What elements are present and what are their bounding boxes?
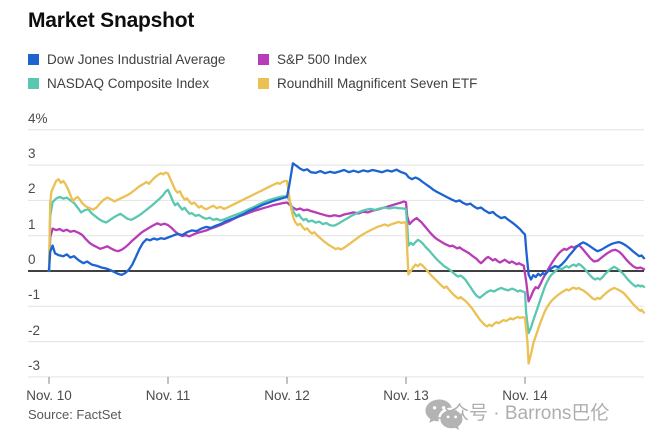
watermark: 公众号 · Barrons巴伦 (424, 398, 610, 430)
legend-swatch-icon (258, 54, 269, 65)
y-axis-label--2: -2 (28, 322, 41, 338)
y-axis-label-4: 4% (28, 110, 48, 126)
x-axis-label-nov-12: Nov. 12 (264, 388, 310, 403)
series-line-roundhill-magnificent-seven-etf (47, 171, 646, 365)
x-axis-label-nov-13: Nov. 13 (383, 388, 429, 403)
chart-title: Market Snapshot (28, 9, 195, 32)
wechat-icon (425, 399, 463, 430)
y-axis-label--3: -3 (28, 357, 41, 373)
legend-label: Roundhill Magnificent Seven ETF (277, 76, 478, 91)
legend: Dow Jones Industrial Average S&P 500 Inde… (28, 52, 477, 91)
legend-swatch-icon (28, 78, 39, 89)
source-attribution: Source: FactSet (28, 407, 122, 422)
y-axis-label-2: 2 (28, 181, 36, 197)
legend-swatch-icon (258, 78, 269, 89)
legend-swatch-icon (28, 54, 39, 65)
x-axis-label-nov-10: Nov. 10 (26, 388, 72, 403)
x-axis-label-nov-11: Nov. 11 (145, 388, 191, 403)
legend-item-2: NASDAQ Composite Index (28, 76, 258, 91)
series-line-nasdaq-composite-index (47, 188, 646, 335)
legend-item-0: Dow Jones Industrial Average (28, 52, 258, 67)
legend-label: S&P 500 Index (277, 52, 367, 67)
x-axis-label-nov-14: Nov. 14 (502, 388, 548, 403)
y-axis-label-1: 1 (28, 216, 36, 232)
y-axis-label-3: 3 (28, 146, 36, 162)
y-axis-label-0: 0 (28, 252, 36, 267)
y-axis-label--1: -1 (28, 287, 41, 303)
legend-label: Dow Jones Industrial Average (47, 52, 226, 67)
legend-label: NASDAQ Composite Index (47, 76, 210, 91)
watermark-text: 公众号 · Barrons巴伦 (431, 403, 610, 424)
legend-item-1: S&P 500 Index (258, 52, 477, 67)
legend-item-3: Roundhill Magnificent Seven ETF (258, 76, 477, 91)
series-line-dow-jones-industrial-average (47, 162, 646, 281)
